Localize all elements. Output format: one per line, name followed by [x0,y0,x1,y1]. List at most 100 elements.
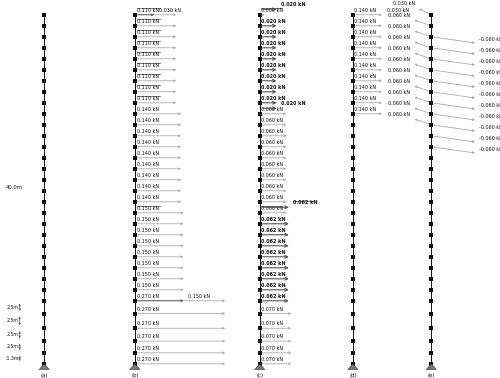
Text: 0.020 kN: 0.020 kN [262,52,286,57]
Text: 0.140 kN: 0.140 kN [137,118,159,123]
Text: 0.140 kN: 0.140 kN [354,30,376,35]
Polygon shape [130,364,140,369]
Text: 0.020 kN: 0.020 kN [262,41,286,46]
Text: :1.3m: :1.3m [6,356,18,361]
Text: 0.110 kN: 0.110 kN [137,52,159,57]
Text: 0.110 kN: 0.110 kN [137,85,159,90]
Text: 0.140 kN: 0.140 kN [354,85,376,90]
Text: 0.070 kN: 0.070 kN [262,334,283,339]
Text: 0.020 kN: 0.020 kN [262,85,286,90]
Text: 0.020 kN: 0.020 kN [281,101,305,107]
Text: 0.110 kN: 0.110 kN [137,63,159,68]
Text: 0.140 kN: 0.140 kN [137,173,159,178]
Text: 0.140 kN: 0.140 kN [354,107,376,112]
Text: 0.140 kN: 0.140 kN [137,140,159,145]
Text: 0.110 kN: 0.110 kN [137,41,159,46]
Text: 2.5m: 2.5m [7,305,18,310]
Text: 0.060 kN: 0.060 kN [388,35,410,40]
Text: 0.060 kN: 0.060 kN [388,79,410,84]
Text: 0.140 kN: 0.140 kN [137,107,159,112]
Text: (e): (e) [428,373,435,378]
Text: 0.060 kN: 0.060 kN [388,90,410,95]
Text: 0.060 kN: 0.060 kN [388,101,410,106]
Text: 0.020 kN: 0.020 kN [262,96,286,101]
Polygon shape [426,364,436,369]
Text: 0.110 kN: 0.110 kN [137,74,159,79]
Text: 0.062 kN: 0.062 kN [262,261,286,266]
Text: 0.020 kN: 0.020 kN [262,63,286,68]
Text: 0.140 kN: 0.140 kN [137,162,159,167]
Text: 0.270 kN: 0.270 kN [137,321,159,327]
Text: 0.110 kN: 0.110 kN [137,19,159,24]
Text: 0.140 kN: 0.140 kN [137,151,159,156]
Text: 0.110 kN: 0.110 kN [137,30,159,35]
Text: -0.060 kN: -0.060 kN [480,92,500,97]
Text: 0.062 kN: 0.062 kN [293,200,318,206]
Text: 0.062 kN: 0.062 kN [262,217,286,222]
Text: 0.140 kN: 0.140 kN [354,8,376,13]
Text: 0.150 kN: 0.150 kN [137,206,159,211]
Text: 0.030 kN: 0.030 kN [387,8,409,13]
Text: 0.060 kN: 0.060 kN [388,68,410,73]
Text: 0.000 kN: 0.000 kN [262,8,283,13]
Text: -0.060 kN: -0.060 kN [480,125,500,130]
Text: -0.060 kN: -0.060 kN [480,147,500,152]
Text: -0.060 kN: -0.060 kN [480,136,500,141]
Text: 0.140 kN: 0.140 kN [354,63,376,68]
Text: 0.140 kN: 0.140 kN [354,96,376,101]
Text: 40.0m: 40.0m [6,184,23,190]
Text: 0.060 kN: 0.060 kN [262,140,283,145]
Text: 0.020 kN: 0.020 kN [281,2,305,8]
Text: 0.060 kN: 0.060 kN [262,206,283,211]
Text: 0.020 kN: 0.020 kN [262,19,286,24]
Text: 2.5m: 2.5m [7,318,18,324]
Text: (c): (c) [256,373,264,378]
Text: -0.060 kN: -0.060 kN [480,70,500,75]
Text: 0.140 kN: 0.140 kN [354,74,376,79]
Text: 0.150 kN: 0.150 kN [137,261,159,266]
Text: 0.150 kN: 0.150 kN [137,272,159,277]
Text: 0.270 kN: 0.270 kN [137,334,159,339]
Text: 0.062 kN: 0.062 kN [262,294,286,299]
Text: 0.060 kN: 0.060 kN [262,129,283,134]
Text: 0.062 kN: 0.062 kN [262,239,286,244]
Text: 0.270 kN: 0.270 kN [137,346,159,351]
Text: 0.062 kN: 0.062 kN [262,250,286,255]
Text: 0.060 kN: 0.060 kN [262,195,283,200]
Text: 0.140 kN: 0.140 kN [354,19,376,24]
Text: -0.060 kN: -0.060 kN [480,103,500,108]
Text: -0.060 kN: -0.060 kN [480,48,500,53]
Text: 0.060 kN: 0.060 kN [262,173,283,178]
Text: 0.150 kN: 0.150 kN [137,250,159,255]
Polygon shape [255,364,264,369]
Text: 0.060 kN: 0.060 kN [388,46,410,51]
Text: (b): (b) [131,373,138,378]
Polygon shape [348,364,358,369]
Text: 0.270 kN: 0.270 kN [137,357,159,362]
Text: 0.150 kN: 0.150 kN [137,217,159,222]
Text: 0.070 kN: 0.070 kN [262,321,283,327]
Text: 0.140 kN: 0.140 kN [354,52,376,57]
Text: 2.5m: 2.5m [7,344,18,350]
Text: 0.020 kN: 0.020 kN [262,74,286,79]
Text: 0.060 kN: 0.060 kN [388,112,410,117]
Text: 0.030 kN: 0.030 kN [159,8,181,13]
Text: 0.150 kN: 0.150 kN [137,228,159,233]
Text: -0.060 kN: -0.060 kN [480,114,500,119]
Text: 0.140 kN: 0.140 kN [137,195,159,200]
Text: 0.150 kN: 0.150 kN [188,294,210,299]
Text: 0.070 kN: 0.070 kN [262,357,283,362]
Text: 0.060 kN: 0.060 kN [388,13,410,18]
Text: 0.020 kN: 0.020 kN [262,30,286,35]
Text: -0.060 kN: -0.060 kN [480,59,500,64]
Text: 0.110 kN: 0.110 kN [137,96,159,101]
Polygon shape [40,364,49,369]
Text: 0.140 kN: 0.140 kN [137,129,159,134]
Text: 0.140 kN: 0.140 kN [137,184,159,189]
Text: 0.060 kN: 0.060 kN [262,162,283,167]
Text: (a): (a) [40,373,48,378]
Text: 0.060 kN: 0.060 kN [388,24,410,29]
Text: 0.062 kN: 0.062 kN [262,228,286,233]
Text: 0.270 kN: 0.270 kN [137,294,159,299]
Text: 0.062 kN: 0.062 kN [262,283,286,288]
